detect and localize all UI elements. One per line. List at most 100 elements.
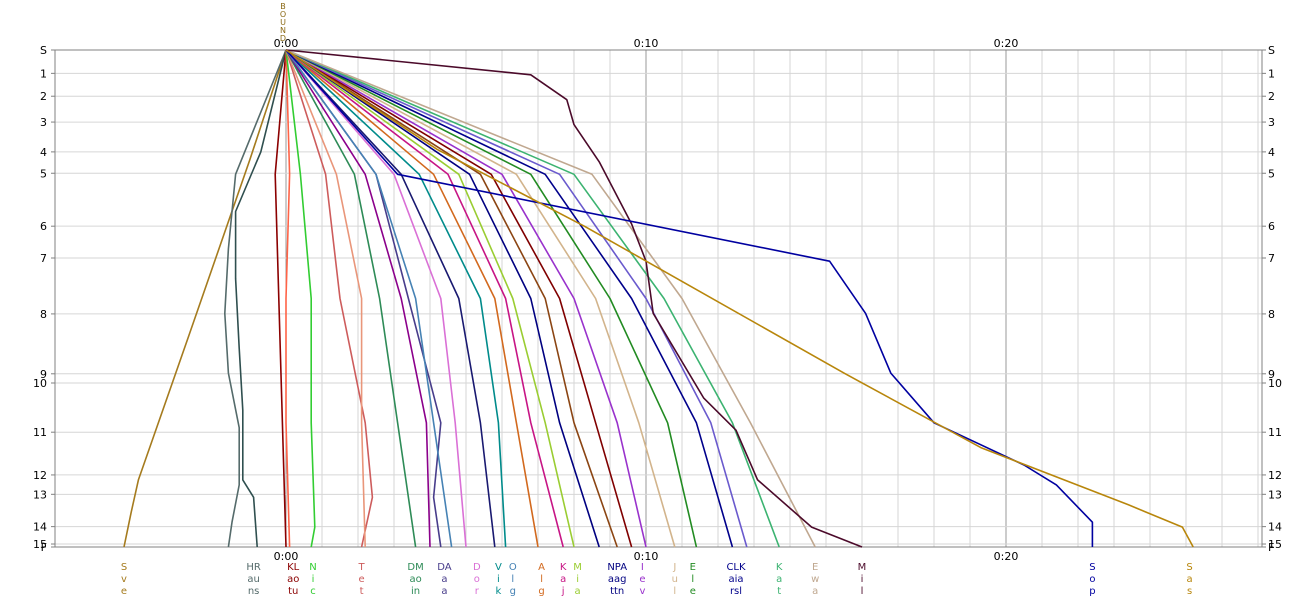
series-line (285, 49, 507, 548)
legend-label: E (690, 562, 696, 573)
series-line (285, 49, 417, 548)
legend-label: tu (288, 586, 298, 597)
legend-label: a (812, 586, 818, 597)
y-tick-label-left: 7 (40, 252, 47, 265)
top-text-char: D (280, 34, 286, 43)
series-line (285, 49, 1194, 548)
x-tick-label-top: 0:20 (994, 37, 1019, 50)
series-line (285, 49, 496, 548)
y-tick-label-left: 8 (40, 308, 47, 321)
series-line (285, 49, 575, 548)
legend-label: t (360, 586, 364, 597)
legend-label: in (411, 586, 420, 597)
legend-label: O (509, 562, 517, 573)
legend-label: DM (407, 562, 423, 573)
x-tick-label-bottom: 0:20 (994, 550, 1019, 563)
series-line (234, 49, 287, 548)
legend-label: HR (246, 562, 261, 573)
legend-label: ao (409, 574, 421, 585)
y-tick-label-left: 5 (40, 167, 47, 180)
series-line (285, 49, 467, 548)
legend-label: v (121, 574, 127, 585)
y-tick-label-right: 7 (1268, 252, 1275, 265)
series-line (123, 49, 287, 548)
legend-label: k (496, 586, 502, 597)
series-line (224, 49, 287, 548)
y-tick-label-right: 3 (1268, 116, 1275, 129)
x-tick-label-top: 0:10 (634, 37, 659, 50)
series-line (285, 49, 366, 548)
y-tick-label-right: 6 (1268, 220, 1275, 233)
series-line (285, 49, 291, 548)
series-line (285, 49, 539, 548)
y-tick-label-right: 12 (1268, 469, 1282, 482)
legend-label: D (473, 562, 481, 573)
x-axis-top: 0:00 0:10 0:20 (274, 37, 1019, 50)
legend-label: KL (287, 562, 300, 573)
y-tick-label-left: 2 (40, 90, 47, 103)
y-tick-label-right: 5 (1268, 167, 1275, 180)
legend-label: w (811, 574, 819, 585)
series-line (285, 49, 734, 548)
legend-label: i (861, 574, 864, 585)
top-text-char: O (280, 10, 286, 19)
legend-label: a (1187, 574, 1193, 585)
legend-label: NPA (607, 562, 627, 573)
legend-label: ttn (610, 586, 624, 597)
plot-frame (54, 49, 1263, 548)
legend-label: V (495, 562, 502, 573)
legend-label: DA (437, 562, 452, 573)
legend-label: i (576, 574, 579, 585)
y-tick-label-right: 4 (1268, 146, 1275, 159)
y-tick-label-left: F (41, 541, 47, 554)
y-tick-label-right: 8 (1268, 308, 1275, 321)
series-line (285, 49, 633, 548)
legend-label: CLK (726, 562, 746, 573)
legend-label: r (475, 586, 480, 597)
legend-label: s (1187, 586, 1192, 597)
series-line (285, 49, 1094, 547)
legend-label: c (310, 586, 316, 597)
x-tick-label-bottom: 0:10 (634, 550, 659, 563)
series-lines (123, 49, 1194, 548)
legend-label: S (1089, 562, 1095, 573)
y-tick-label-left: 9 (40, 368, 47, 381)
legend-label: M (858, 562, 867, 573)
x-axis-bottom: 0:00 0:10 0:20 (274, 550, 1019, 563)
y-tick-label-right: 1 (1268, 67, 1275, 80)
legend-label: T (358, 562, 366, 573)
y-tick-label-left: 4 (40, 146, 47, 159)
legend-label: l (511, 574, 514, 585)
y-tick-label-left: S (40, 44, 47, 57)
legend-label: v (639, 586, 645, 597)
x-tick-label-top: 0:00 (274, 37, 299, 50)
y-tick-label-right: S (1268, 44, 1275, 57)
legend-label: e (359, 574, 365, 585)
legend-label: e (690, 586, 696, 597)
y-tick-label-right: 11 (1268, 426, 1282, 439)
legend-label: A (538, 562, 545, 573)
y-tick-label-right: 15 (1268, 538, 1282, 551)
legend: SveHRaunsKLaotuNicTetDMaoinDAaaDorVikOlg… (121, 562, 1193, 597)
legend-label: a (441, 574, 447, 585)
series-line (285, 49, 600, 548)
legend-label: o (1089, 574, 1095, 585)
y-tick-label-right: 10 (1268, 377, 1282, 390)
legend-label: l (861, 586, 864, 597)
legend-label: K (560, 562, 567, 573)
legend-label: S (121, 562, 127, 573)
series-line (274, 49, 287, 548)
legend-label: au (247, 574, 259, 585)
series-line (285, 49, 374, 548)
series-line (285, 49, 676, 548)
legend-label: l (540, 574, 543, 585)
y-tick-label-right: 13 (1268, 488, 1282, 501)
legend-label: a (575, 586, 581, 597)
series-line (285, 49, 431, 548)
series-line (285, 49, 698, 548)
legend-label: g (510, 586, 516, 597)
y-tick-label-left: 11 (33, 426, 47, 439)
x-tick-label-bottom: 0:00 (274, 550, 299, 563)
